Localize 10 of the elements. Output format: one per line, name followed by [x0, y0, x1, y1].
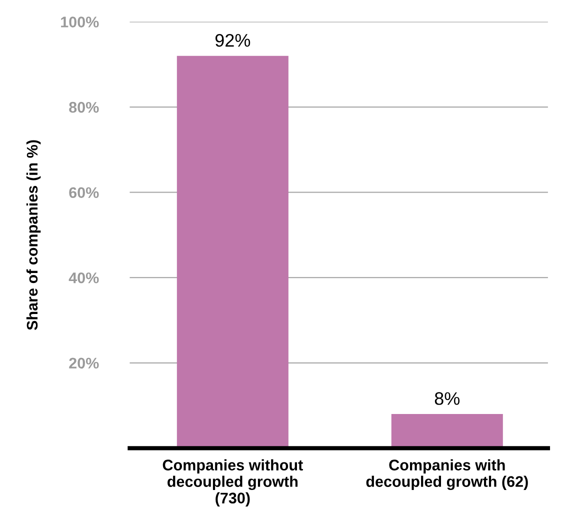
y-tick-label: 20% [69, 358, 99, 369]
data-label: 92% [215, 34, 250, 47]
y-tick-label: 60% [69, 187, 99, 198]
y-tick-label: 80% [69, 102, 99, 113]
y-tick-label: 100% [61, 16, 99, 28]
x-tick-label: Companies with decoupled growth (62) [366, 459, 528, 490]
y-tick-label: 40% [68, 272, 99, 284]
data-label: 8% [434, 392, 460, 405]
y-axis-title: Share of companies (in %) [26, 140, 41, 330]
x-tick-label: Companies without decoupled growth (730) [162, 459, 303, 506]
